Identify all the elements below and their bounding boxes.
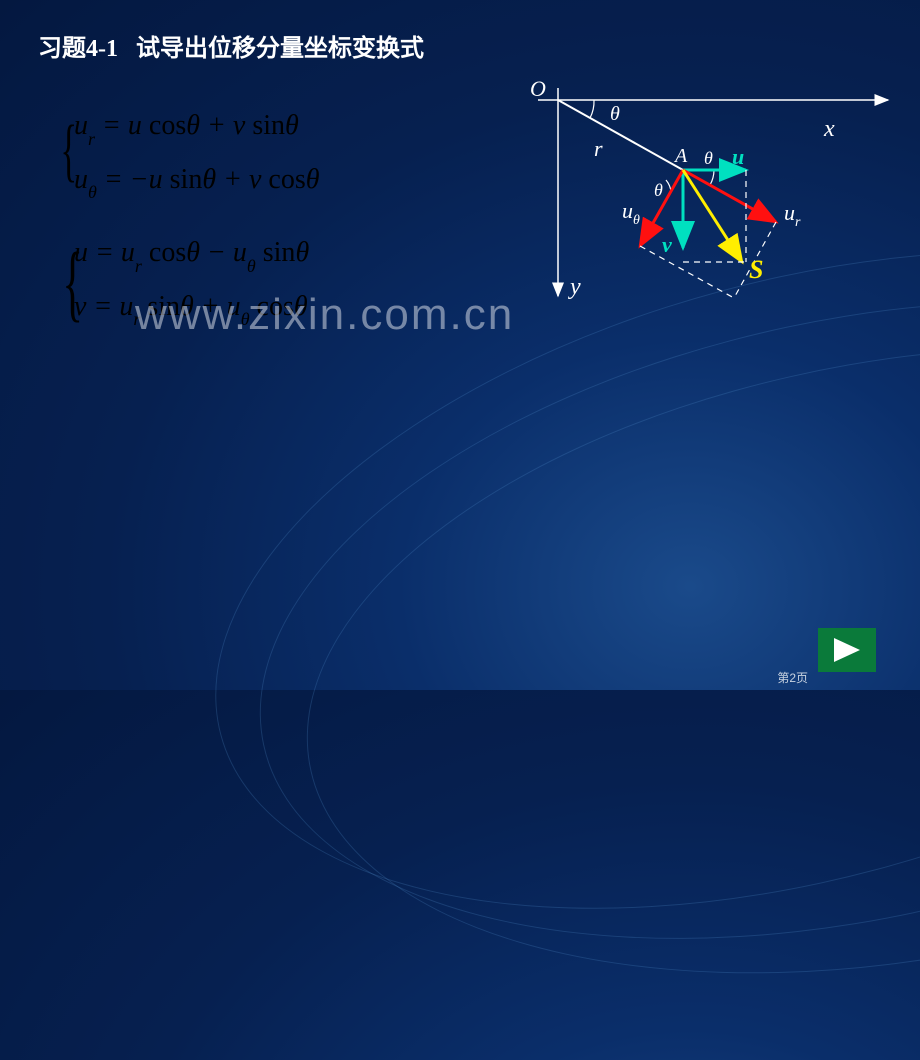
x-axis-label: x bbox=[823, 116, 835, 142]
s-label: S bbox=[749, 255, 763, 284]
utheta-label: uθ bbox=[622, 198, 640, 228]
y-axis-label: y bbox=[568, 274, 581, 300]
s-vector bbox=[683, 170, 742, 262]
equation-line: v = ur sinθ + uθ cosθ bbox=[74, 291, 320, 327]
play-icon bbox=[830, 636, 864, 664]
title-prefix: 习题4-1 bbox=[38, 36, 118, 62]
page-title: 习题4-1 试导出位移分量坐标变换式 bbox=[38, 28, 424, 63]
page-number: 第2页 bbox=[777, 669, 808, 686]
theta-label-origin: θ bbox=[610, 103, 620, 125]
title-text: 试导出位移分量坐标变换式 bbox=[136, 36, 424, 62]
brace-icon: { bbox=[62, 239, 83, 325]
r-label: r bbox=[594, 136, 603, 161]
equation-line: uθ = −u sinθ + v cosθ bbox=[74, 164, 320, 200]
angle-arc-a-right bbox=[710, 170, 714, 185]
ur-label: ur bbox=[784, 200, 801, 230]
dashed-line bbox=[640, 246, 734, 298]
equation-group-2: { u = ur cosθ − uθ sinθ v = ur sinθ + uθ… bbox=[70, 237, 320, 326]
coordinate-diagram: O x y r A θ θ θ u v ur uθ S bbox=[498, 78, 898, 338]
v-label: v bbox=[662, 232, 672, 257]
ur-vector bbox=[683, 170, 776, 222]
equation-line: u = ur cosθ − uθ sinθ bbox=[74, 237, 320, 273]
theta-label-a2: θ bbox=[654, 180, 663, 200]
u-label: u bbox=[732, 144, 744, 169]
r-line bbox=[558, 100, 683, 170]
origin-label: O bbox=[530, 78, 546, 101]
theta-label-a1: θ bbox=[704, 148, 713, 168]
next-button[interactable] bbox=[818, 628, 876, 672]
brace-icon: { bbox=[60, 116, 77, 186]
equation-line: ur = u cosθ + v sinθ bbox=[74, 110, 320, 146]
point-a-label: A bbox=[673, 145, 688, 167]
angle-arc-origin bbox=[590, 100, 594, 118]
equation-group-1: { ur = u cosθ + v sinθ uθ = −u sinθ + v … bbox=[70, 110, 320, 199]
equations-block: { ur = u cosθ + v sinθ uθ = −u sinθ + v … bbox=[70, 100, 320, 364]
